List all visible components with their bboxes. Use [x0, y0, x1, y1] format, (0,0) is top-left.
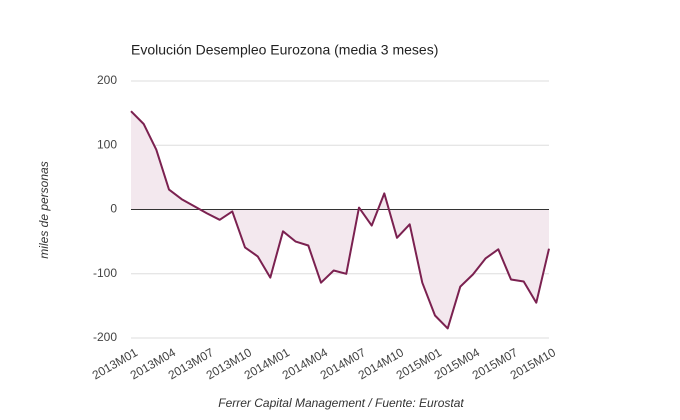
y-tick-label: 100: [97, 137, 117, 151]
y-axis-label: miles de personas: [37, 161, 51, 258]
y-tick-label: -100: [93, 266, 117, 280]
y-tick-label: -200: [93, 330, 117, 344]
line: [130, 110, 550, 330]
x-axis-label: Ferrer Capital Management / Fuente: Euro…: [218, 396, 464, 410]
y-tick-label: 200: [97, 73, 117, 87]
area-fill: [131, 111, 549, 329]
chart-title: Evolución Desempleo Eurozona (media 3 me…: [131, 42, 438, 58]
y-tick-label: 0: [110, 202, 117, 216]
